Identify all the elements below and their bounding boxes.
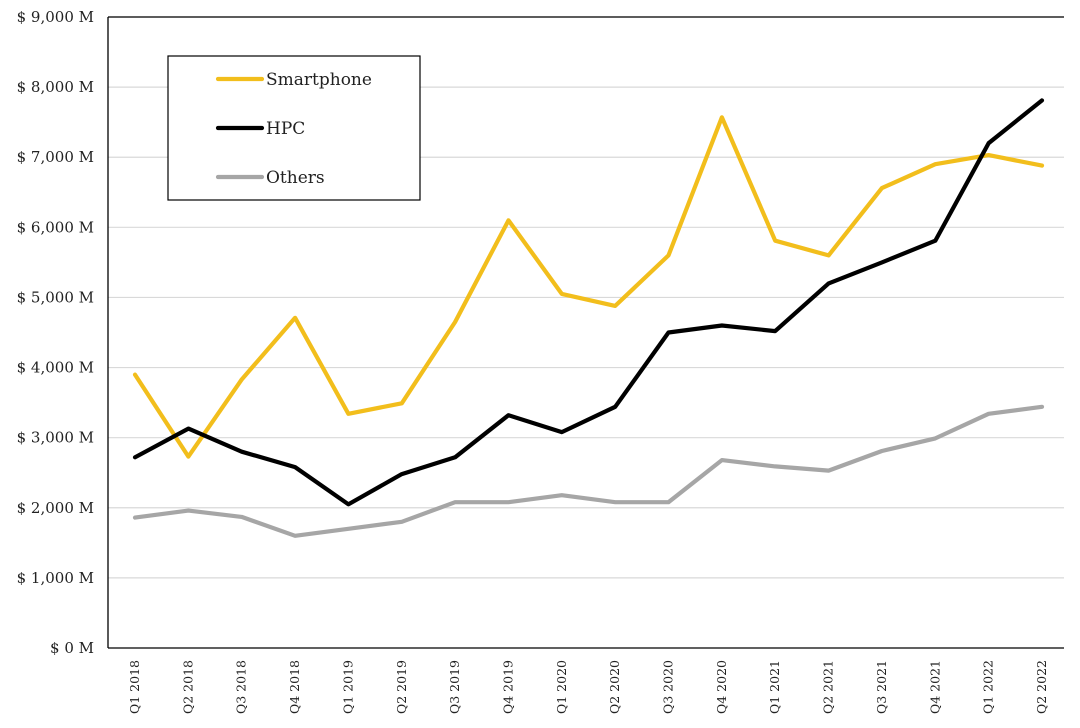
legend: Smartphone HPC Others xyxy=(167,55,421,201)
x-tick-label: Q4 2021 xyxy=(927,660,942,714)
series-line-smartphone xyxy=(132,115,1045,459)
series-line-hpc xyxy=(132,98,1045,507)
x-tick-label: Q1 2021 xyxy=(767,660,782,714)
x-tick-label: Q4 2020 xyxy=(714,660,729,714)
x-tick-label: Q1 2022 xyxy=(981,660,996,714)
series-lines xyxy=(132,98,1045,538)
y-tick-label: $ 1,000 M xyxy=(17,569,94,587)
y-tick-label: $ 9,000 M xyxy=(17,8,94,26)
x-tick-label: Q2 2018 xyxy=(180,660,195,714)
x-tick-label: Q1 2020 xyxy=(554,660,569,714)
y-tick-label: $ 3,000 M xyxy=(17,429,94,447)
axes xyxy=(107,16,1064,649)
y-tick-label: $ 5,000 M xyxy=(17,288,94,306)
legend-label-others: Others xyxy=(266,168,325,188)
x-tick-label: Q2 2022 xyxy=(1034,660,1049,714)
x-tick-label: Q3 2018 xyxy=(234,660,249,714)
y-tick-label: $ 0 M xyxy=(50,639,94,657)
y-tick-label: $ 8,000 M xyxy=(17,78,94,96)
x-tick-label: Q4 2019 xyxy=(500,660,515,714)
y-tick-label: $ 2,000 M xyxy=(17,499,94,517)
series-line-others xyxy=(132,404,1045,538)
x-tick-label: Q3 2020 xyxy=(661,660,676,714)
y-tick-label: $ 4,000 M xyxy=(17,359,94,377)
y-axis-ticks: $ 0 M $ 1,000 M $ 2,000 M $ 3,000 M $ 4,000 … xyxy=(17,8,94,657)
x-tick-label: Q4 2018 xyxy=(287,660,302,714)
x-tick-label: Q1 2019 xyxy=(340,660,355,714)
y-tick-label: $ 7,000 M xyxy=(17,148,94,166)
y-tick-label: $ 6,000 M xyxy=(17,218,94,236)
legend-label-hpc: HPC xyxy=(266,119,305,139)
legend-label-smartphone: Smartphone xyxy=(266,70,372,90)
x-tick-label: Q2 2020 xyxy=(607,660,622,714)
x-tick-label: Q3 2021 xyxy=(874,660,889,714)
x-tick-label: Q1 2018 xyxy=(127,660,142,714)
legend-box xyxy=(167,55,421,201)
x-tick-label: Q3 2019 xyxy=(447,660,462,714)
x-axis-ticks: Q1 2018 Q2 2018 Q3 2018 Q4 2018 Q1 2019 Q2 20… xyxy=(127,660,1049,714)
x-tick-label: Q2 2021 xyxy=(821,660,836,714)
x-tick-label: Q2 2019 xyxy=(394,660,409,714)
